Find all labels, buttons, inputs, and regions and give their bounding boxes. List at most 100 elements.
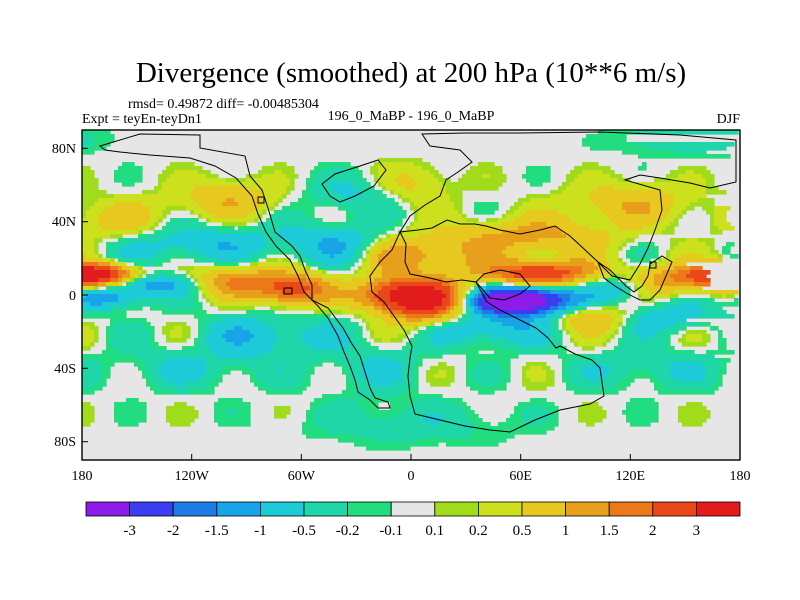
field-cell	[674, 258, 723, 263]
x-tick-label: 120W	[175, 469, 210, 484]
field-cell	[694, 278, 711, 283]
field-cell	[170, 334, 183, 339]
field-cell	[174, 326, 183, 331]
field-cell	[82, 402, 91, 407]
field-cell	[290, 182, 295, 187]
field-cell	[370, 254, 379, 259]
field-cell	[578, 222, 615, 227]
field-cell	[342, 310, 367, 315]
field-cell	[170, 422, 191, 427]
field-cell	[450, 350, 479, 355]
field-cell	[630, 322, 639, 327]
field-cell	[314, 422, 431, 427]
field-cell	[670, 298, 675, 303]
field-cell	[130, 282, 135, 287]
field-cell	[566, 330, 571, 335]
field-cell	[302, 338, 351, 343]
field-cell	[298, 262, 303, 267]
field-cell	[374, 314, 391, 319]
field-cell	[306, 274, 323, 279]
field-cell	[106, 242, 115, 247]
field-cell	[438, 310, 447, 315]
field-cell	[378, 190, 383, 195]
field-cell	[702, 338, 711, 343]
field-cell	[378, 178, 395, 183]
field-cell	[274, 406, 291, 411]
colorbar-swatch	[477, 501, 523, 517]
field-cell	[150, 378, 167, 383]
field-cell	[422, 258, 467, 263]
field-cell	[126, 282, 131, 287]
field-cell	[98, 358, 143, 363]
field-cell	[82, 134, 95, 139]
field-cell	[622, 326, 627, 331]
field-cell	[306, 262, 311, 267]
field-cell	[466, 218, 479, 223]
field-cell	[366, 358, 395, 363]
field-cell	[610, 262, 623, 267]
field-cell	[622, 334, 639, 339]
field-cell	[354, 442, 439, 447]
field-cell	[562, 322, 567, 327]
field-cell	[146, 378, 151, 383]
colorbar-swatch	[608, 501, 654, 517]
field-cell	[546, 378, 555, 383]
field-cell	[158, 386, 207, 391]
field-cell	[82, 262, 99, 267]
field-cell	[638, 322, 675, 327]
field-cell	[466, 378, 475, 383]
field-cell	[702, 334, 711, 339]
field-cell	[366, 254, 371, 259]
field-cell	[386, 186, 407, 191]
field-cell	[190, 194, 263, 199]
field-cell	[194, 274, 203, 279]
colorbar-swatch	[129, 501, 174, 517]
colorbar-label: 0.2	[469, 523, 488, 539]
x-tick-label: 120E	[616, 469, 646, 484]
field-cell	[110, 274, 119, 279]
field-cell	[394, 190, 447, 195]
field-cell	[90, 386, 103, 391]
field-cell	[674, 322, 699, 327]
field-cell	[206, 362, 311, 367]
field-cell	[638, 154, 731, 159]
field-cell	[414, 186, 447, 191]
field-cell	[570, 258, 587, 263]
field-cell	[578, 330, 607, 335]
field-cell	[682, 254, 703, 259]
field-cell	[330, 254, 335, 259]
field-cell	[566, 282, 579, 287]
x-tick: 180	[72, 454, 93, 484]
field-cell	[86, 214, 99, 219]
field-cell	[162, 238, 267, 243]
field-cell	[130, 242, 219, 247]
field-cell	[634, 314, 643, 319]
field-cell	[398, 286, 435, 291]
field-cell	[566, 386, 579, 391]
field-cell	[662, 270, 679, 275]
field-cell	[422, 166, 435, 171]
field-cell	[678, 378, 703, 383]
field-cell	[414, 378, 419, 383]
field-cell	[706, 210, 715, 215]
field-cell	[366, 282, 379, 287]
field-cell	[406, 342, 415, 347]
field-cell	[518, 206, 543, 211]
field-cell	[158, 218, 163, 223]
field-cell	[550, 318, 559, 323]
field-cell	[214, 414, 231, 419]
x-tick: 120E	[616, 454, 646, 484]
field-cell	[82, 218, 99, 223]
field-cell	[470, 302, 475, 307]
field-cell	[198, 338, 207, 343]
field-cell	[114, 170, 143, 175]
field-cell	[378, 170, 431, 175]
field-cell	[610, 326, 619, 331]
field-cell	[450, 302, 455, 307]
field-cell	[362, 258, 367, 263]
field-cell	[558, 330, 563, 335]
field-cell	[430, 170, 439, 175]
field-cell	[274, 170, 283, 175]
field-cell	[310, 270, 323, 275]
field-cell	[262, 210, 267, 215]
